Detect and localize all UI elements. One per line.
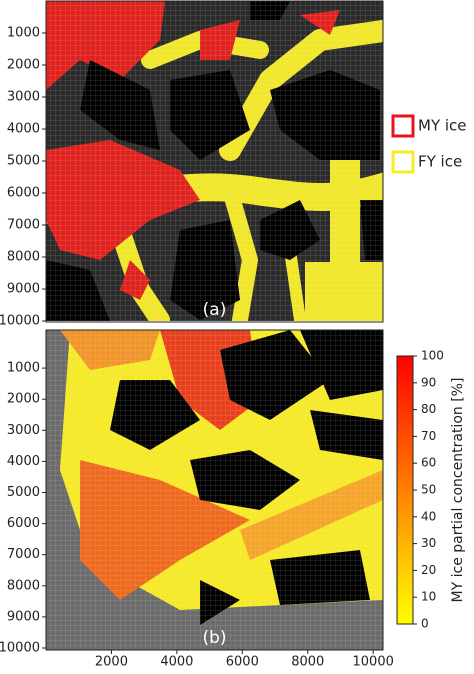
x-tick-label: 4000 xyxy=(160,655,193,670)
colorbar-tick-label: 20 xyxy=(421,563,436,577)
colorbar-tick-label: 10 xyxy=(421,590,436,604)
map-b xyxy=(46,330,383,650)
y-tick-label: 4000 xyxy=(7,122,40,137)
panel-label: (b) xyxy=(202,628,226,648)
y-tick-label: 1000 xyxy=(7,361,40,376)
colorbar-tick-label: 60 xyxy=(421,456,436,470)
panel-frame xyxy=(45,329,384,651)
y-tick-label: 6000 xyxy=(7,186,40,201)
colorbar-tick-label: 100 xyxy=(421,349,444,363)
legend-label: MY ice xyxy=(418,117,467,135)
y-tick-label: 8000 xyxy=(7,578,40,593)
y-tick-label: 7000 xyxy=(7,547,40,562)
colorbar-tick-label: 70 xyxy=(421,429,436,443)
panel-label: (a) xyxy=(203,300,227,320)
legend-swatch xyxy=(391,114,415,138)
y-tick-label: 1000 xyxy=(7,26,40,41)
x-tick-label: 10000 xyxy=(353,655,394,670)
legend-swatch xyxy=(391,150,415,174)
colorbar xyxy=(396,355,414,625)
y-tick-label: 4000 xyxy=(7,454,40,469)
x-tick-label: 8000 xyxy=(291,655,324,670)
y-tick-label: 5000 xyxy=(7,485,40,500)
colorbar-tick-label: 90 xyxy=(421,375,436,389)
y-tick-label: 8000 xyxy=(7,250,40,265)
y-tick-label: 2000 xyxy=(7,58,40,73)
y-tick-label: 9000 xyxy=(7,282,40,297)
colorbar-tick-label: 50 xyxy=(421,483,436,497)
y-tick-label: 3000 xyxy=(7,423,40,438)
colorbar-tick-label: 30 xyxy=(421,536,436,550)
y-tick-label: 10000 xyxy=(0,314,40,329)
colorbar-tick-label: 0 xyxy=(421,617,429,631)
y-tick-label: 7000 xyxy=(7,218,40,233)
colorbar-tick-label: 80 xyxy=(421,402,436,416)
map-a xyxy=(46,1,383,321)
y-tick-label: 6000 xyxy=(7,516,40,531)
y-tick-label: 3000 xyxy=(7,90,40,105)
x-tick-label: 6000 xyxy=(226,655,259,670)
y-tick-label: 5000 xyxy=(7,154,40,169)
colorbar-label: MY ice partial concentration [%] xyxy=(450,378,466,603)
x-tick-label: 2000 xyxy=(95,655,128,670)
legend-label: FY ice xyxy=(418,153,462,171)
y-tick-label: 10000 xyxy=(0,641,40,656)
y-tick-label: 9000 xyxy=(7,609,40,624)
colorbar-tick-label: 40 xyxy=(421,509,436,523)
y-tick-label: 2000 xyxy=(7,392,40,407)
